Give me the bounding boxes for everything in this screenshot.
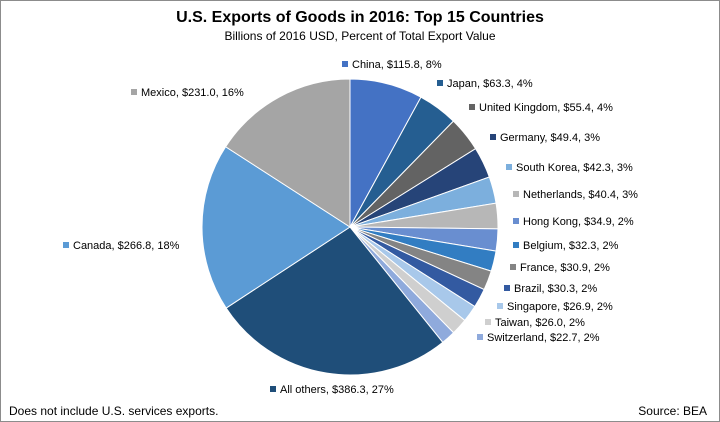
data-label: Brazil, $30.3, 2% [514,283,597,295]
legend-marker [485,319,491,325]
data-label: Hong Kong, $34.9, 2% [523,216,634,228]
data-label: Switzerland, $22.7, 2% [487,332,600,344]
legend-marker [469,104,475,110]
legend-marker [131,89,137,95]
data-label: United Kingdom, $55.4, 4% [479,102,613,114]
chart-subtitle: Billions of 2016 USD, Percent of Total E… [224,29,496,43]
legend-marker [437,80,443,86]
data-label: Canada, $266.8, 18% [73,240,180,252]
data-label: China, $115.8, 8% [352,59,442,71]
pie-slice-mexico [224,78,351,228]
legend-marker [513,191,519,197]
footnote: Does not include U.S. services exports. [9,404,219,418]
pie-labels: China, $115.8, 8% Japan, $63.3, 4% United … [63,59,638,396]
data-label: Belgium, $32.3, 2% [523,240,619,252]
data-label: Taiwan, $26.0, 2% [495,317,585,329]
legend-marker [342,61,348,67]
data-label: All others, $386.3, 27% [280,384,394,396]
data-label: Japan, $63.3, 4% [447,78,533,90]
pie-slice-all-others [225,226,444,376]
legend-marker [477,334,483,340]
legend-marker [513,218,519,224]
data-label: Netherlands, $40.4, 3% [523,189,638,201]
data-label: France, $30.9, 2% [520,262,610,274]
source-note: Source: BEA [638,404,707,418]
pie-slice-canada [201,146,351,309]
data-label: South Korea, $42.3, 3% [516,162,633,174]
pie-slices [201,78,499,376]
data-label: Germany, $49.4, 3% [500,132,600,144]
legend-marker [504,285,510,291]
legend-marker [513,242,519,248]
legend-marker [490,134,496,140]
data-label: Mexico, $231.0, 16% [141,87,244,99]
data-label: Singapore, $26.9, 2% [507,301,613,313]
chart-title: U.S. Exports of Goods in 2016: Top 15 Co… [176,9,544,26]
legend-marker [506,164,512,170]
legend-marker [497,303,503,309]
legend-marker [63,242,69,248]
legend-marker [270,386,276,392]
legend-marker [510,264,516,270]
